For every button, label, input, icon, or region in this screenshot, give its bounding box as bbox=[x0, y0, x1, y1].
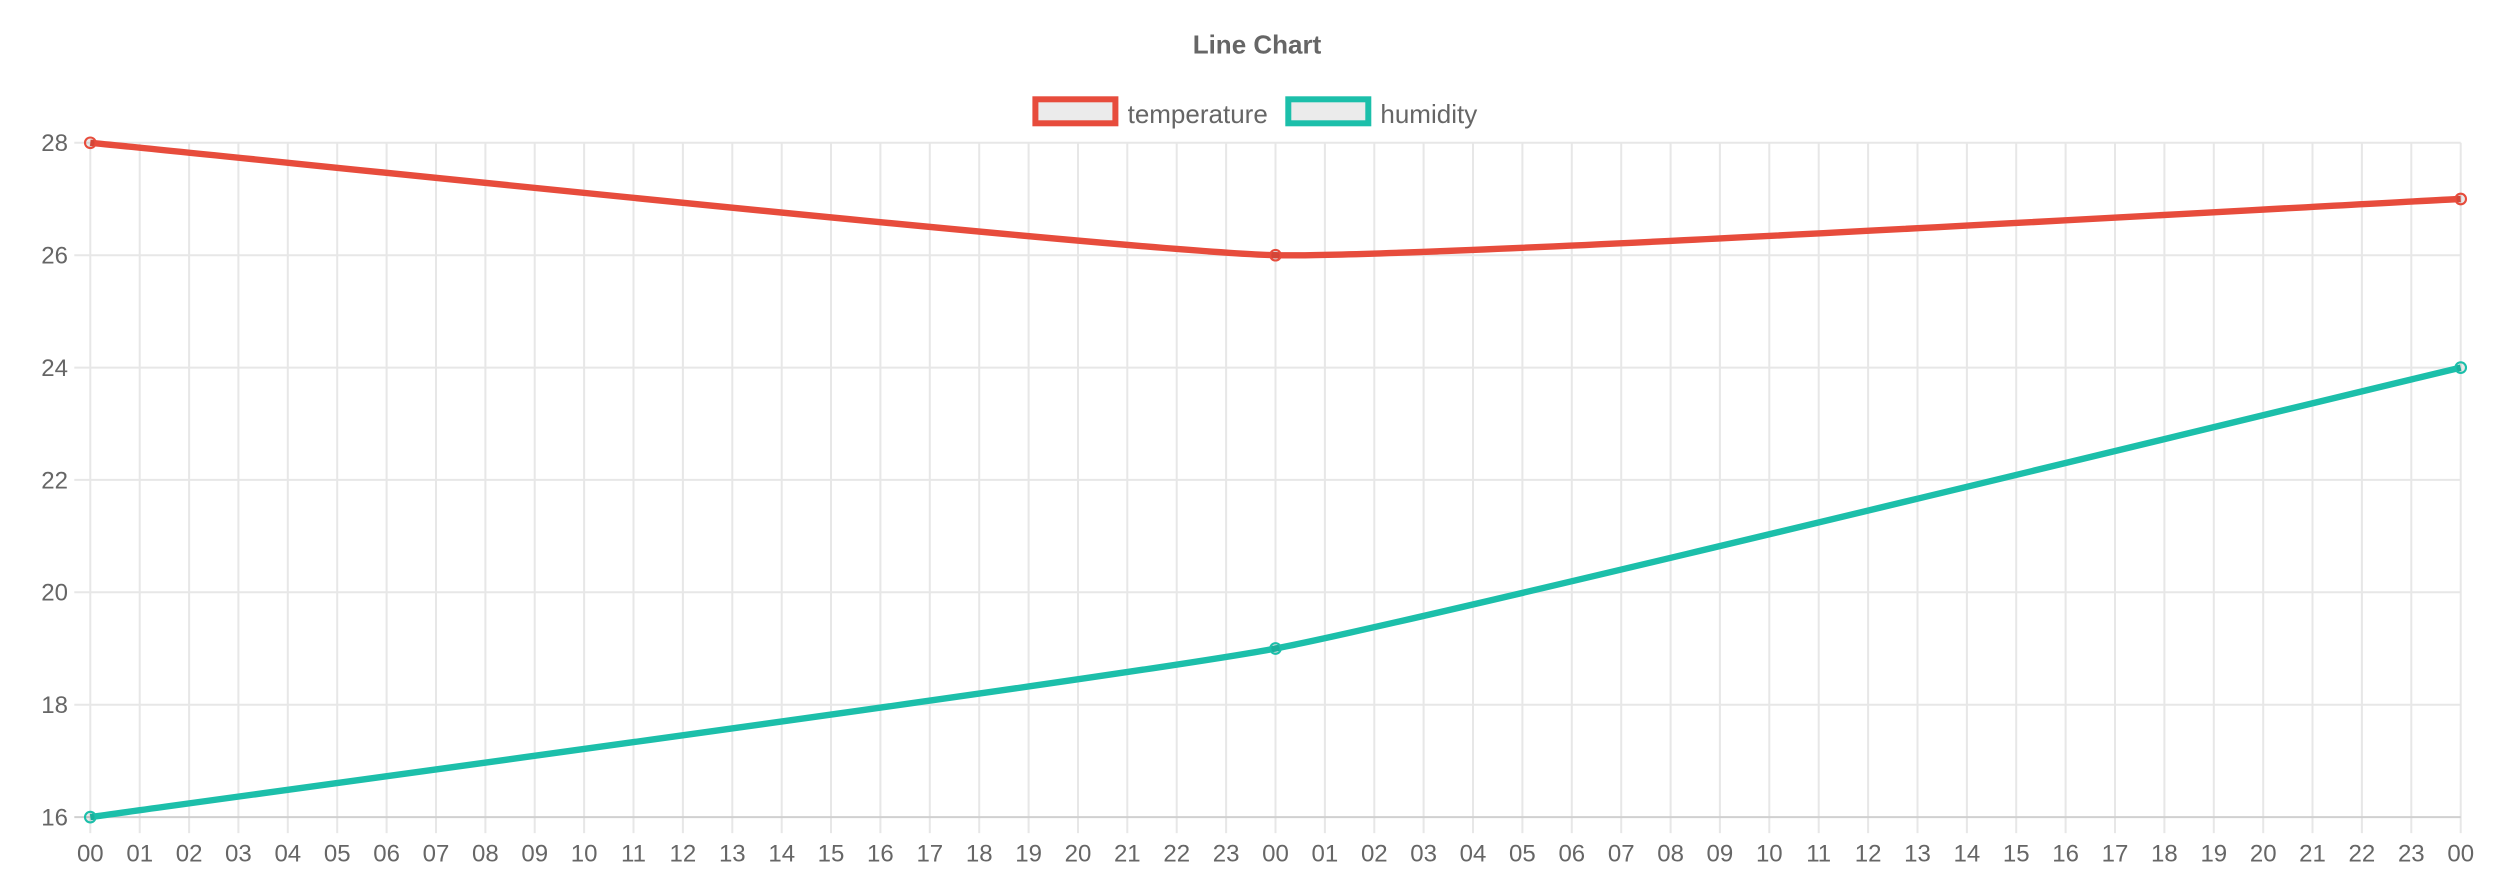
svg-text:22: 22 bbox=[1163, 840, 1190, 867]
svg-text:07: 07 bbox=[1608, 840, 1635, 867]
svg-text:12: 12 bbox=[670, 840, 697, 867]
svg-text:16: 16 bbox=[41, 805, 68, 832]
svg-text:02: 02 bbox=[1361, 840, 1388, 867]
svg-text:16: 16 bbox=[867, 840, 894, 867]
svg-text:05: 05 bbox=[1509, 840, 1536, 867]
svg-text:20: 20 bbox=[41, 580, 68, 607]
svg-text:19: 19 bbox=[2200, 840, 2227, 867]
svg-text:26: 26 bbox=[41, 243, 68, 270]
svg-text:22: 22 bbox=[41, 467, 68, 494]
svg-text:10: 10 bbox=[571, 840, 598, 867]
svg-text:23: 23 bbox=[2398, 840, 2425, 867]
svg-text:08: 08 bbox=[472, 840, 499, 867]
svg-text:18: 18 bbox=[41, 692, 68, 719]
svg-text:09: 09 bbox=[521, 840, 548, 867]
svg-text:03: 03 bbox=[1410, 840, 1437, 867]
svg-text:22: 22 bbox=[2349, 840, 2376, 867]
svg-text:18: 18 bbox=[2151, 840, 2178, 867]
svg-text:11: 11 bbox=[1806, 840, 1831, 867]
svg-text:08: 08 bbox=[1657, 840, 1684, 867]
svg-text:14: 14 bbox=[1954, 840, 1981, 867]
svg-text:11: 11 bbox=[621, 840, 646, 867]
svg-text:21: 21 bbox=[1114, 840, 1141, 867]
svg-text:01: 01 bbox=[1312, 840, 1339, 867]
svg-text:15: 15 bbox=[818, 840, 845, 867]
svg-text:13: 13 bbox=[719, 840, 746, 867]
svg-text:09: 09 bbox=[1707, 840, 1734, 867]
svg-text:temperature: temperature bbox=[1128, 99, 1268, 129]
svg-text:10: 10 bbox=[1756, 840, 1783, 867]
svg-text:17: 17 bbox=[2102, 840, 2129, 867]
svg-text:03: 03 bbox=[225, 840, 252, 867]
svg-text:17: 17 bbox=[916, 840, 943, 867]
svg-text:00: 00 bbox=[2447, 840, 2474, 867]
svg-text:12: 12 bbox=[1855, 840, 1882, 867]
svg-text:16: 16 bbox=[2052, 840, 2079, 867]
svg-text:05: 05 bbox=[324, 840, 351, 867]
svg-text:24: 24 bbox=[41, 355, 68, 382]
svg-text:01: 01 bbox=[126, 840, 153, 867]
svg-text:humidity: humidity bbox=[1380, 99, 1477, 129]
svg-text:23: 23 bbox=[1213, 840, 1240, 867]
svg-text:07: 07 bbox=[423, 840, 450, 867]
svg-text:14: 14 bbox=[768, 840, 795, 867]
svg-text:06: 06 bbox=[1558, 840, 1585, 867]
svg-text:21: 21 bbox=[2299, 840, 2326, 867]
svg-text:13: 13 bbox=[1904, 840, 1931, 867]
svg-text:00: 00 bbox=[77, 840, 104, 867]
svg-text:20: 20 bbox=[2250, 840, 2277, 867]
svg-text:28: 28 bbox=[41, 130, 68, 157]
svg-text:02: 02 bbox=[176, 840, 203, 867]
svg-text:04: 04 bbox=[1460, 840, 1487, 867]
svg-text:18: 18 bbox=[966, 840, 993, 867]
svg-text:00: 00 bbox=[1262, 840, 1289, 867]
svg-text:19: 19 bbox=[1015, 840, 1042, 867]
svg-text:06: 06 bbox=[373, 840, 400, 867]
svg-text:04: 04 bbox=[274, 840, 301, 867]
svg-text:15: 15 bbox=[2003, 840, 2030, 867]
svg-text:Line Chart: Line Chart bbox=[1193, 30, 1322, 60]
svg-text:20: 20 bbox=[1065, 840, 1092, 867]
